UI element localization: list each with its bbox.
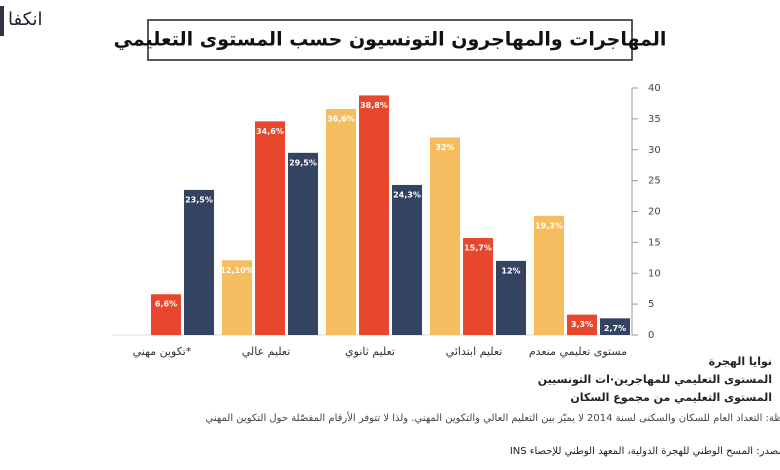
- x-tick-label: تعليم ابتدائي: [446, 345, 503, 358]
- legend-entry: المستوى التعليمي للمهاجرين·ات التونسيين: [538, 373, 772, 386]
- value-label: 23,5%: [185, 195, 213, 204]
- bar: [184, 189, 214, 335]
- logo-mark: [0, 6, 4, 36]
- y-tick-label: 15: [648, 237, 661, 248]
- value-label: 32%: [435, 143, 454, 152]
- value-label: 12,10%: [220, 266, 253, 275]
- value-label: 12%: [501, 266, 520, 275]
- value-label: 36,6%: [327, 114, 355, 123]
- bar: [600, 318, 630, 335]
- value-label: 34,6%: [256, 127, 284, 136]
- value-label: 24,3%: [393, 190, 421, 199]
- bar: [534, 215, 564, 335]
- value-label: 2,7%: [604, 324, 626, 333]
- note: ملاحظة: التعداد العام للسكان والسكنى لسن…: [206, 411, 780, 424]
- title-box: [147, 19, 633, 61]
- value-label: 19,3%: [535, 221, 563, 230]
- y-tick-label: 5: [648, 299, 654, 310]
- bar: [359, 95, 389, 335]
- value-label: 6,6%: [155, 300, 177, 309]
- y-tick-label: 0: [648, 330, 654, 341]
- bar: [496, 260, 526, 335]
- x-tick-label: تعليم عالي: [242, 345, 291, 358]
- bar: [463, 238, 493, 335]
- logo: انكفا: [8, 9, 43, 30]
- legend-entry: نوايا الهجرة: [709, 355, 772, 368]
- bar: [288, 152, 318, 335]
- x-tick-label: مستوى تعليمي منعدم: [529, 345, 627, 358]
- value-label: 38,8%: [360, 101, 388, 110]
- y-tick-label: 10: [648, 268, 661, 279]
- y-tick-label: 30: [648, 145, 661, 156]
- value-label: 15,7%: [464, 244, 492, 253]
- source: المصدر: المسح الوطني للهجرة الدولية، الم…: [510, 446, 780, 457]
- x-tick-label: تعليم ثانوي: [345, 345, 395, 358]
- bar: [392, 184, 422, 335]
- y-tick-label: 25: [648, 176, 661, 187]
- value-label: 29,5%: [289, 158, 317, 167]
- y-tick-label: 35: [648, 114, 661, 125]
- bar: [151, 294, 181, 335]
- bar: [222, 260, 252, 335]
- bar: [430, 137, 460, 335]
- y-tick-label: 40: [648, 83, 661, 94]
- bar: [567, 314, 597, 335]
- legend-entry: المستوى التعليمي من مجموع السكان: [570, 391, 772, 404]
- chart-title: المهاجرات والمهاجرون التونسيون حسب المست…: [114, 29, 667, 51]
- bar: [255, 121, 285, 335]
- x-tick-label: *تكوين مهني: [133, 345, 192, 358]
- y-tick-label: 20: [648, 207, 661, 218]
- bar: [326, 108, 356, 336]
- value-label: 3,3%: [571, 320, 593, 329]
